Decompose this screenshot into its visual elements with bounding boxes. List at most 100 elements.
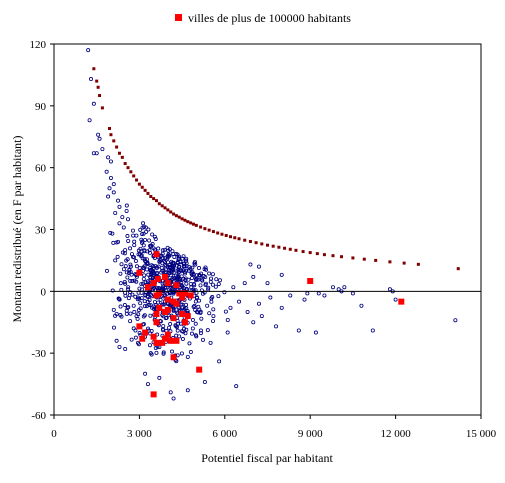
legend: villes de plus de 100000 habitants (175, 11, 351, 25)
commune-point (120, 250, 125, 255)
commune-point (171, 308, 176, 313)
y-tick-label: 30 (35, 225, 47, 237)
commune-point (148, 268, 153, 273)
curve-point (160, 204, 164, 208)
commune-point (130, 292, 135, 297)
commune-point (147, 303, 152, 308)
commune-point (189, 331, 194, 336)
curve-point (301, 250, 305, 254)
large-city-points (136, 251, 405, 398)
commune-point (210, 319, 215, 324)
commune-point (149, 263, 154, 268)
curve-point (132, 174, 136, 178)
large-city-point (153, 339, 160, 346)
commune-point (91, 151, 96, 156)
commune-point (197, 266, 202, 271)
commune-point (141, 276, 146, 281)
commune-point (123, 264, 128, 269)
curve-point (166, 208, 170, 212)
commune-point (116, 198, 121, 203)
commune-point (110, 288, 115, 293)
commune-point (142, 304, 147, 309)
commune-point (163, 316, 168, 321)
commune-point (251, 274, 256, 279)
large-city-point (153, 311, 160, 318)
curve-point (216, 231, 220, 235)
curve-point (108, 127, 112, 131)
commune-point (87, 118, 92, 123)
curve-point (315, 252, 319, 256)
commune-point (248, 262, 253, 267)
commune-point (162, 247, 167, 252)
commune-point (142, 256, 147, 261)
curve-point (220, 232, 224, 236)
commune-point (126, 217, 131, 222)
commune-point (143, 290, 148, 295)
commune-point (190, 326, 195, 331)
commune-point (128, 311, 133, 316)
commune-point (139, 249, 144, 254)
curve-point (283, 246, 287, 250)
curve-point (194, 223, 198, 227)
curve-point (308, 251, 312, 255)
commune-point (187, 341, 192, 346)
legend-swatch-large-cities (175, 14, 182, 21)
commune-point (100, 147, 105, 152)
large-city-point (153, 251, 160, 258)
y-tick-label: 60 (35, 163, 47, 175)
commune-point (114, 338, 119, 343)
commune-point (210, 295, 215, 300)
commune-point (123, 281, 128, 286)
large-city-point (173, 300, 180, 307)
commune-point (217, 278, 222, 283)
commune-point (166, 313, 171, 318)
commune-point (148, 313, 153, 318)
commune-point (153, 346, 158, 351)
curve-point (271, 244, 275, 248)
commune-point (393, 297, 398, 302)
commune-point (198, 283, 203, 288)
commune-point (199, 288, 204, 293)
commune-point (144, 229, 149, 234)
large-city-point (187, 292, 194, 299)
commune-point (167, 271, 172, 276)
commune-point (136, 312, 141, 317)
commune-point (130, 279, 135, 284)
curve-point (340, 255, 344, 259)
large-city-point (164, 296, 171, 303)
commune-point (123, 293, 128, 298)
commune-point (169, 263, 174, 268)
curve-point (157, 202, 161, 206)
commune-point (259, 314, 264, 319)
large-city-point (150, 333, 157, 340)
commune-point (144, 257, 149, 262)
commune-point (119, 262, 124, 267)
large-city-point (173, 282, 180, 289)
y-tick-label: -30 (31, 348, 46, 360)
commune-point (133, 328, 138, 333)
y-tick-label: 90 (35, 101, 47, 113)
curve-point (149, 195, 153, 199)
commune-point (268, 295, 273, 300)
commune-point (160, 327, 165, 332)
curve-point (95, 79, 99, 83)
x-axis-title: Potentiel fiscal par habitant (201, 451, 333, 465)
commune-point (111, 190, 116, 195)
commune-point (205, 328, 210, 333)
commune-point (189, 272, 194, 277)
commune-point (206, 285, 211, 290)
curve-point (112, 139, 116, 143)
curve-point (140, 185, 144, 189)
large-city-point (307, 278, 314, 285)
commune-point (121, 267, 126, 272)
curve-point (266, 243, 269, 247)
curve-point (228, 235, 232, 239)
commune-point (251, 320, 256, 325)
curve-point (117, 151, 121, 155)
commune-point (185, 354, 190, 359)
large-city-point (173, 337, 180, 344)
curve-point (294, 248, 298, 252)
y-tick-label: 120 (30, 39, 47, 51)
commune-point (216, 294, 221, 299)
curve-point (191, 222, 195, 226)
